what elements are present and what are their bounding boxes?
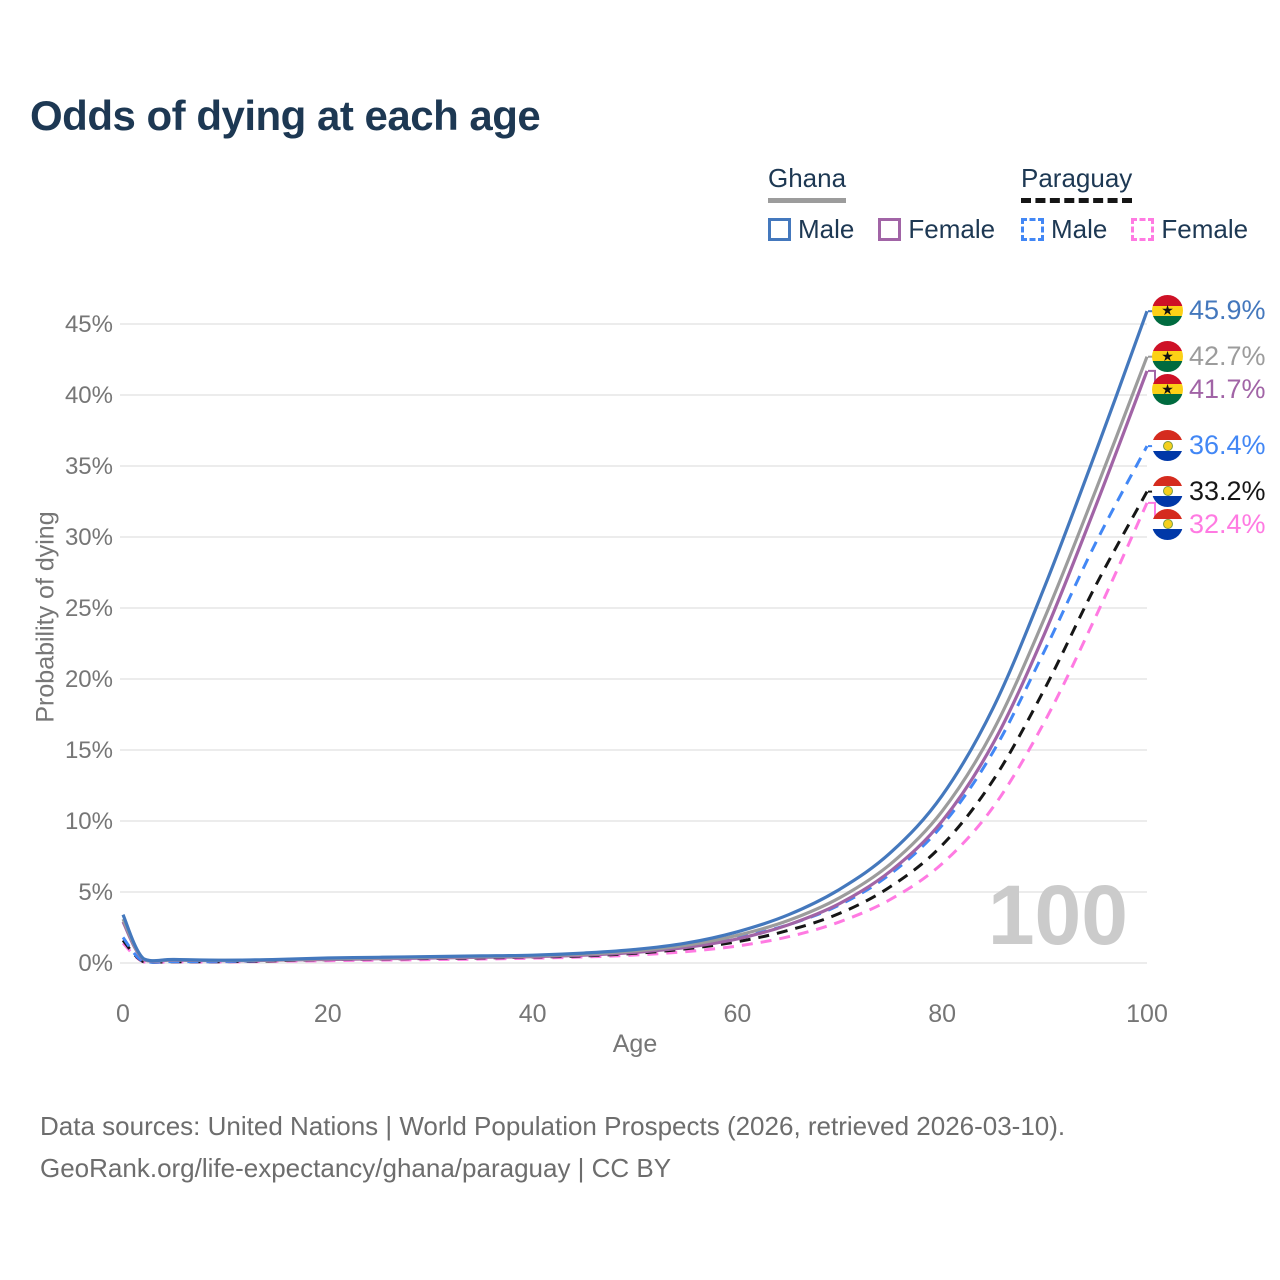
ghana-flag-icon: ★: [1152, 373, 1183, 405]
end-value-label: 45.9%: [1189, 295, 1266, 326]
black-star-icon: ★: [1161, 380, 1174, 397]
legend-item-ghana-male[interactable]: Male: [768, 214, 854, 245]
paraguay-line-sample: [1021, 198, 1133, 203]
legend-group-ghana: Ghana Male Female: [768, 163, 995, 245]
paraguay-emblem-icon: [1162, 440, 1173, 451]
legend-item-ghana-female[interactable]: Female: [878, 214, 995, 245]
y-tick-label: 45%: [65, 311, 113, 338]
end-label-ghana-female: ★ 41.7%: [1152, 373, 1266, 405]
y-tick-label: 10%: [65, 808, 113, 835]
y-tick-label: 25%: [65, 595, 113, 622]
x-tick-label: 60: [723, 1000, 751, 1028]
legend-item-paraguay-female[interactable]: Female: [1131, 214, 1248, 245]
attribution-line: GeoRank.org/life-expectancy/ghana/paragu…: [40, 1152, 672, 1183]
y-tick-label: 20%: [65, 666, 113, 693]
y-tick-label: 30%: [65, 524, 113, 551]
x-tick-label: 0: [116, 1000, 130, 1028]
ghana-male-swatch-icon: [768, 218, 791, 241]
legend-label-ghana-female: Female: [908, 214, 996, 244]
paraguay-female-swatch-icon: [1131, 218, 1155, 241]
end-label-paraguay-male: 36.4%: [1152, 430, 1266, 462]
age-watermark: 100: [988, 868, 1128, 962]
footer: Data sources: United Nations | World Pop…: [40, 1106, 1065, 1189]
ghana-flag-icon: ★: [1152, 340, 1183, 372]
y-tick-label: 40%: [65, 382, 113, 409]
legend-label-ghana-male: Male: [798, 214, 855, 244]
legend-country-paraguay[interactable]: Paraguay: [1021, 163, 1133, 193]
end-value-label: 36.4%: [1189, 430, 1266, 461]
paraguay-flag-icon: [1152, 475, 1183, 507]
black-star-icon: ★: [1161, 347, 1174, 364]
ghana-line-sample: [768, 198, 847, 203]
x-tick-label: 80: [928, 1000, 956, 1028]
x-axis-title: Age: [612, 1030, 658, 1058]
y-tick-label: 15%: [65, 737, 113, 764]
y-tick-label: 0%: [78, 950, 113, 977]
ghana-flag-icon: ★: [1152, 295, 1183, 327]
x-tick-label: 40: [519, 1000, 547, 1028]
paraguay-male-swatch-icon: [1021, 218, 1044, 241]
series-line-paraguay-female: [121, 502, 1149, 964]
legend-country-ghana[interactable]: Ghana: [768, 163, 847, 193]
end-label-ghana-male: ★ 45.9%: [1152, 295, 1266, 327]
end-value-label: 41.7%: [1189, 373, 1266, 404]
page-title: Odds of dying at each age: [30, 92, 541, 139]
legend-item-paraguay-male[interactable]: Male: [1021, 214, 1107, 245]
y-tick-label: 35%: [65, 453, 113, 480]
series-line-ghana-male: [121, 310, 1149, 963]
legend-group-paraguay: Paraguay Male Female: [1021, 163, 1248, 245]
legend-label-paraguay-female: Female: [1161, 214, 1249, 244]
paraguay-flag-icon: [1152, 508, 1183, 540]
x-tick-label: 100: [1126, 1000, 1168, 1028]
end-value-label: 32.4%: [1189, 508, 1266, 539]
paraguay-emblem-icon: [1162, 486, 1173, 497]
end-value-label: 42.7%: [1189, 340, 1266, 371]
y-tick-label: 5%: [78, 879, 113, 906]
end-label-paraguay-female: 32.4%: [1152, 508, 1266, 540]
x-tick-label: 20: [314, 1000, 342, 1028]
paraguay-emblem-icon: [1162, 519, 1173, 530]
end-value-label: 33.2%: [1189, 475, 1266, 506]
legend-label-paraguay-male: Male: [1051, 214, 1108, 244]
ghana-female-swatch-icon: [878, 218, 902, 241]
end-label-ghana: ★ 42.7%: [1152, 340, 1266, 372]
data-source-line: Data sources: United Nations | World Pop…: [40, 1111, 1066, 1141]
paraguay-flag-icon: [1152, 430, 1183, 462]
black-star-icon: ★: [1161, 302, 1174, 319]
end-label-paraguay: 33.2%: [1152, 475, 1266, 507]
